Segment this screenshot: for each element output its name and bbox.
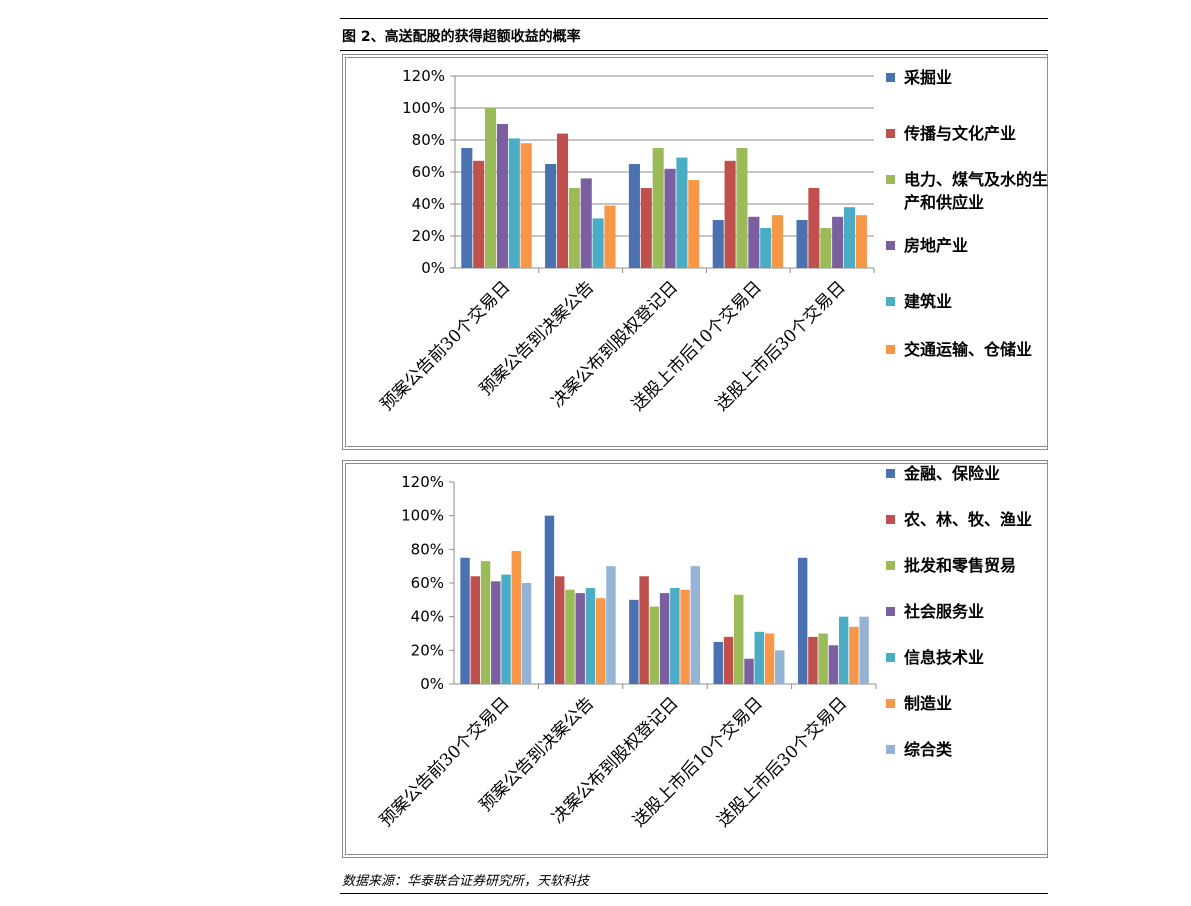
legend-swatch [886, 469, 895, 478]
legend-swatch [886, 561, 895, 570]
legend-label: 采掘业 [904, 68, 953, 87]
legend-label: 综合类 [904, 740, 953, 759]
legend-swatch [886, 297, 895, 306]
legend-swatch [886, 745, 895, 754]
title-rule [340, 50, 1048, 51]
legend-label: 房地产业 [904, 236, 969, 255]
legend-swatch [886, 607, 895, 616]
legend-label: 社会服务业 [904, 602, 985, 621]
legend-label: 建筑业 [904, 292, 953, 311]
figure-title: 图 2、高送配股的获得超额收益的概率 [342, 29, 581, 45]
legend-label: 批发和零售贸易 [904, 556, 1017, 575]
legend-swatch [886, 241, 895, 250]
legend-swatch [886, 515, 895, 524]
legend-label: 信息技术业 [904, 648, 985, 667]
legend-swatch [886, 129, 895, 138]
legend-label: 电力、煤气及水的生产和供应业 [904, 170, 1049, 212]
legend-swatch [886, 699, 895, 708]
legend-label: 交通运输、仓储业 [904, 340, 1033, 359]
bottom-rule [340, 893, 1048, 894]
top-rule [340, 18, 1048, 19]
legend-swatch [886, 175, 895, 184]
legend-label: 金融、保险业 [904, 464, 1001, 483]
legend-swatch [886, 345, 895, 354]
source-note: 数据来源：华泰联合证券研究所，天软科技 [342, 874, 590, 889]
legend-label: 农、林、牧、渔业 [904, 510, 1033, 529]
legend-label: 传播与文化产业 [904, 124, 1017, 143]
legend-swatch [886, 73, 895, 82]
legend-label: 制造业 [904, 694, 953, 713]
legend-swatch [886, 653, 895, 662]
